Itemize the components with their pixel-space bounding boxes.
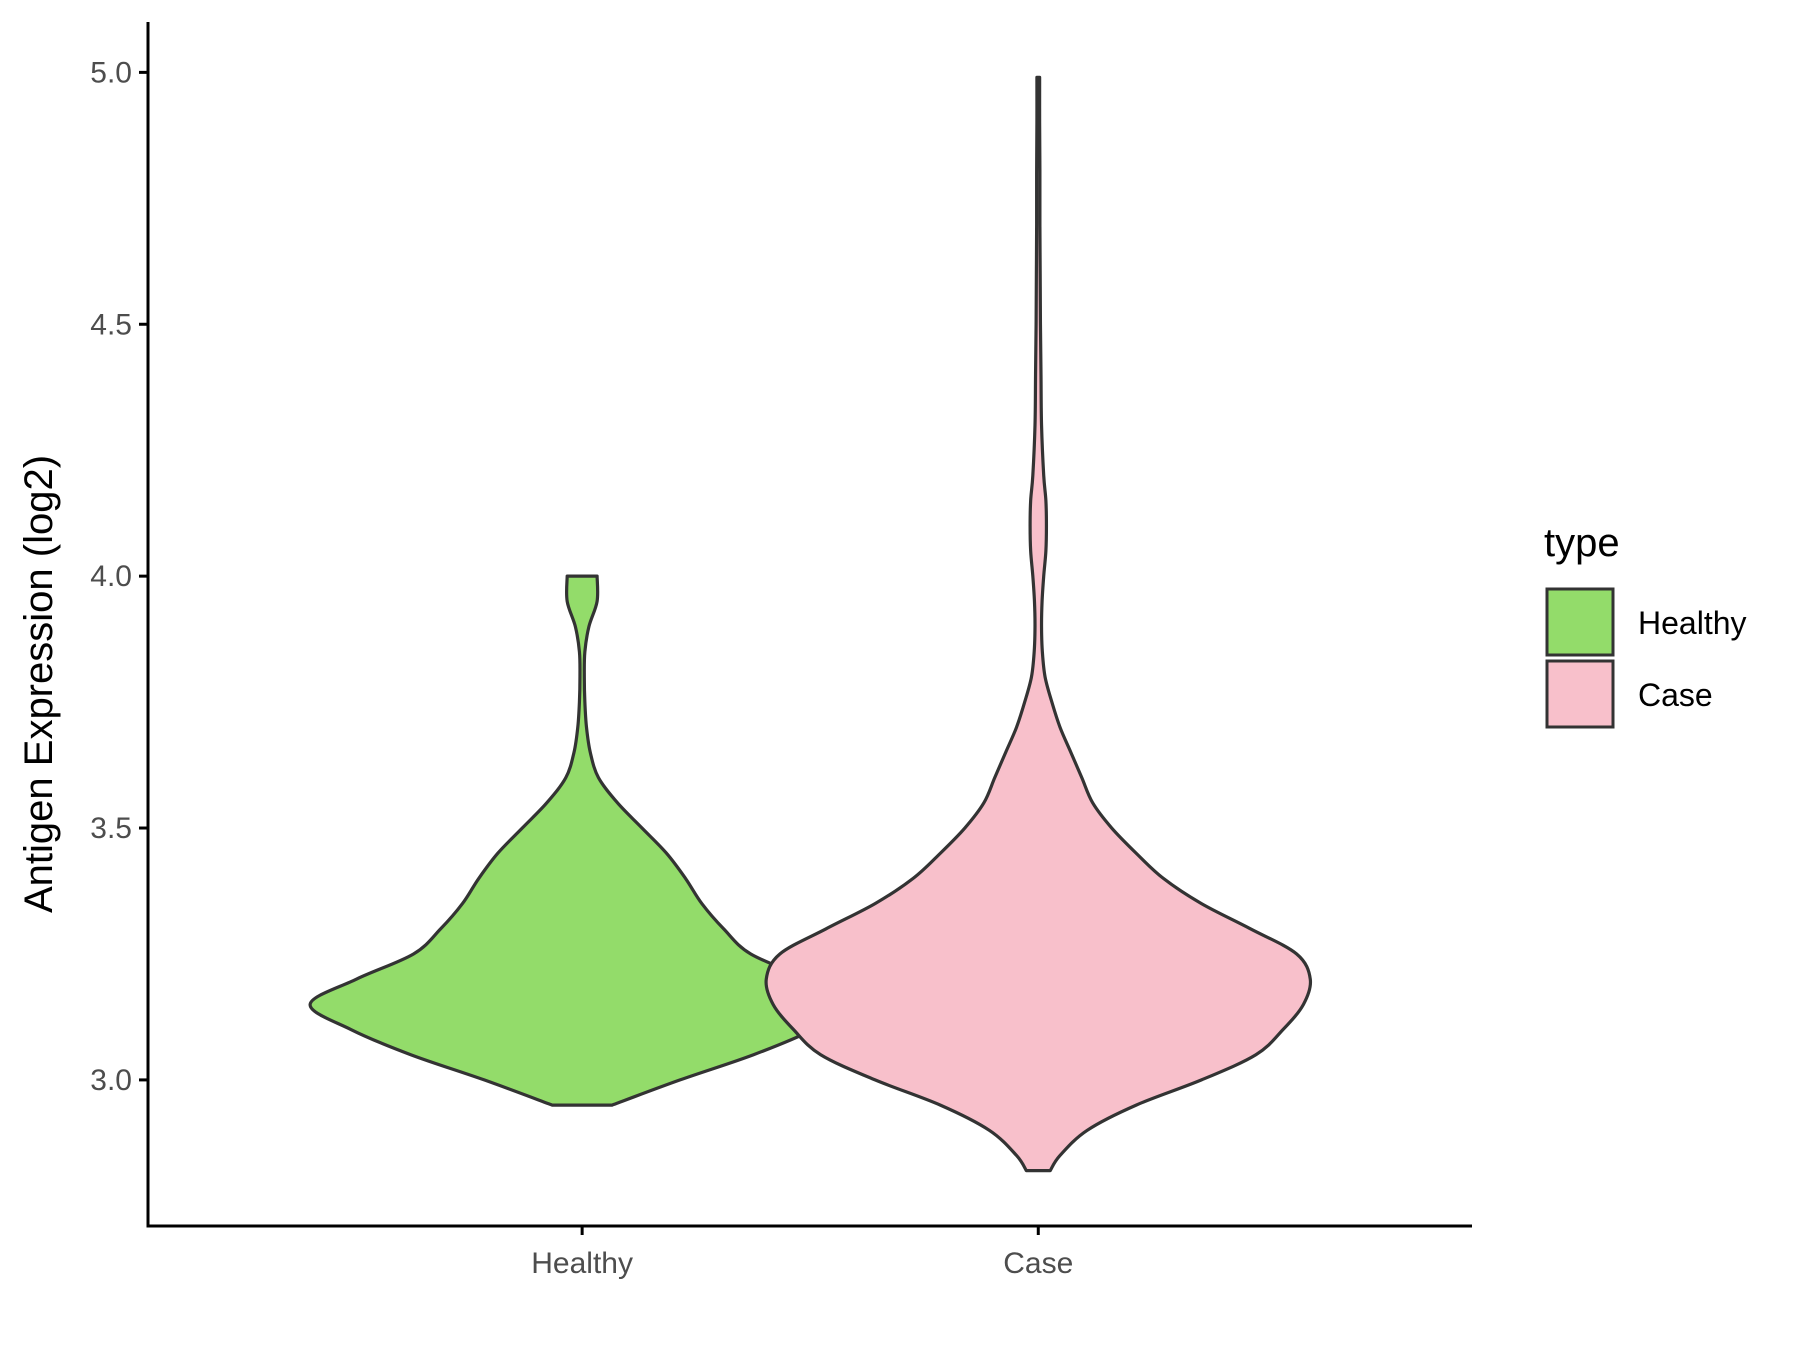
violin-case xyxy=(764,75,1313,1173)
y-tick-label: 4.5 xyxy=(90,308,132,341)
legend: type Healthy Case xyxy=(1544,521,1747,729)
legend-items: Healthy Case xyxy=(1545,587,1747,729)
legend-key-healthy xyxy=(1545,587,1615,657)
legend-key-case xyxy=(1545,659,1615,729)
y-axis-ticks: 3.0 3.5 4.0 4.5 5.0 xyxy=(90,56,148,1097)
violin-healthy xyxy=(308,574,856,1107)
x-axis-ticks: Healthy Case xyxy=(531,1226,1073,1280)
y-tick-label: 3.5 xyxy=(90,812,132,845)
legend-label: Case xyxy=(1638,677,1713,713)
y-tick-label: 3.0 xyxy=(90,1064,132,1097)
y-axis-title: Antigen Expression (log2) xyxy=(17,455,61,913)
y-tick-label: 5.0 xyxy=(90,56,132,89)
violin-group xyxy=(308,75,1313,1173)
x-tick-label: Healthy xyxy=(531,1247,633,1280)
legend-title: type xyxy=(1544,521,1620,565)
x-tick-label: Case xyxy=(1003,1247,1073,1280)
y-tick-label: 4.0 xyxy=(90,560,132,593)
legend-label: Healthy xyxy=(1638,605,1747,641)
